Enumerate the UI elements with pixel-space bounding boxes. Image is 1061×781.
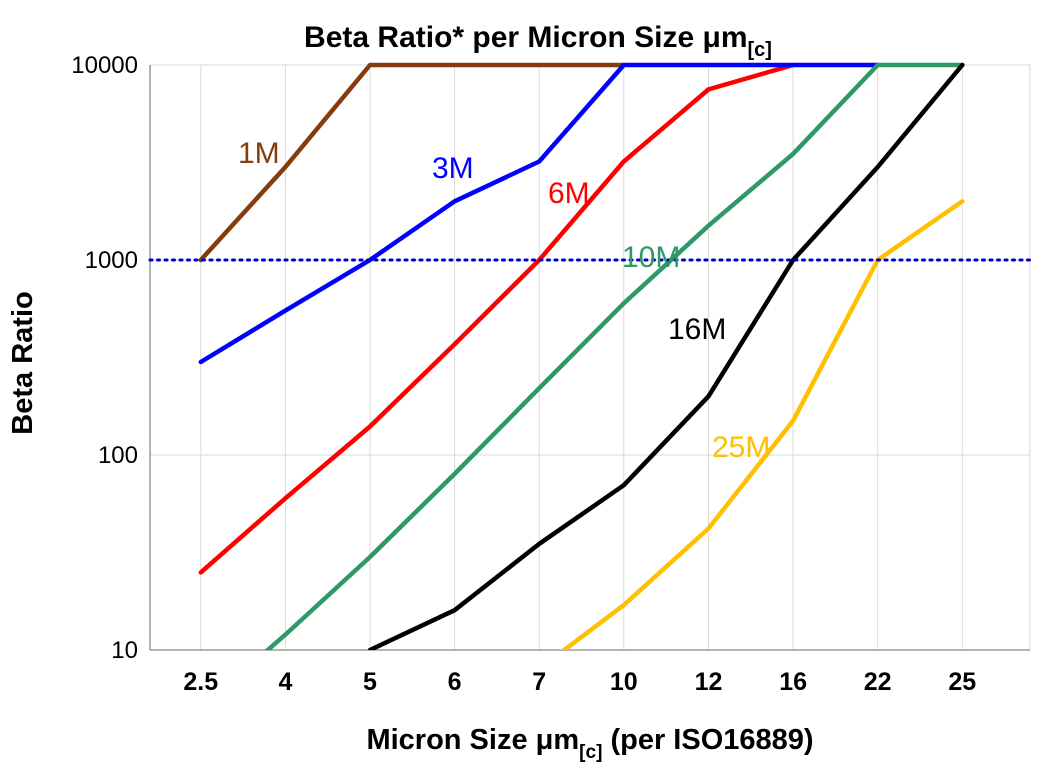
y-tick-label: 10: [111, 637, 138, 664]
plot-border: [149, 64, 1031, 651]
x-tick-label: 4: [278, 668, 292, 696]
y-axis-label: Beta Ratio: [7, 291, 39, 434]
x-tick-label: 7: [532, 668, 546, 696]
series-line-3M: [198, 62, 880, 365]
y-tick-label: 100: [98, 442, 138, 469]
series-line-6M: [198, 62, 796, 575]
series-label-16M: 16M: [668, 313, 726, 346]
x-tick-label: 10: [610, 668, 638, 696]
series-line-16M: [367, 62, 965, 650]
series-line-10M: [264, 62, 965, 650]
x-tick-label: 22: [864, 668, 892, 696]
chart-title: Beta Ratio* per Micron Size μm[c]: [304, 21, 772, 61]
series-line-25M: [560, 199, 965, 650]
y-tick-label: 10000: [71, 52, 138, 79]
series-label-1M: 1M: [238, 137, 280, 170]
series-label-6M: 6M: [548, 177, 590, 210]
series-line-1M: [198, 62, 627, 263]
x-tick-label: 2.5: [183, 668, 218, 696]
x-tick-label: 16: [779, 668, 807, 696]
x-tick-label: 5: [363, 668, 377, 696]
x-tick-label: 6: [448, 668, 462, 696]
x-axis-label: Micron Size μm[c] (per ISO16889): [366, 724, 813, 763]
y-tick-label: 1000: [85, 247, 138, 274]
series-label-10M: 10M: [622, 241, 680, 274]
series-label-3M: 3M: [432, 152, 474, 185]
x-tick-label: 25: [948, 668, 976, 696]
x-tick-label: 12: [695, 668, 723, 696]
series-label-25M: 25M: [712, 431, 770, 464]
